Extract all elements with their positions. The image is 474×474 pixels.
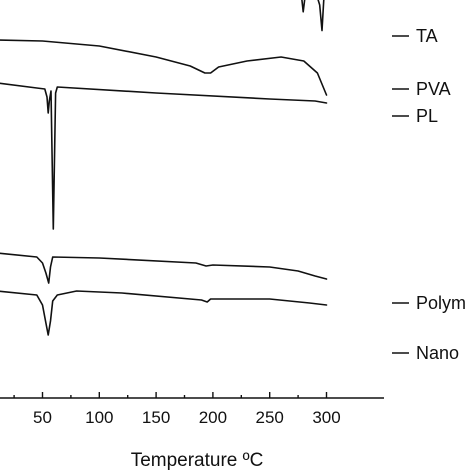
legend: TA PVA PL Polym Nano: [392, 26, 466, 363]
trace-polym: [0, 252, 328, 284]
x-axis-ticks: 50 100 150 200 250 300: [13, 392, 341, 427]
legend-label-polym: Polym: [416, 293, 466, 313]
x-tick-label-100: 100: [85, 408, 113, 427]
legend-label-pl: PL: [416, 106, 438, 126]
legend-label-nano: Nano: [416, 343, 459, 363]
trace-ta: [301, 0, 325, 32]
traces-layer: [0, 0, 328, 336]
x-tick-label-150: 150: [142, 408, 170, 427]
trace-pl: [0, 82, 328, 230]
x-tick-label-250: 250: [256, 408, 284, 427]
x-tick-label-50: 50: [33, 408, 52, 427]
legend-label-pva: PVA: [416, 79, 451, 99]
trace-nano: [0, 290, 328, 336]
x-tick-label-200: 200: [199, 408, 227, 427]
x-tick-label-300: 300: [312, 408, 340, 427]
legend-label-ta: TA: [416, 26, 438, 46]
x-axis-title: Temperature ºC: [131, 450, 264, 471]
trace-pva: [0, 39, 328, 96]
